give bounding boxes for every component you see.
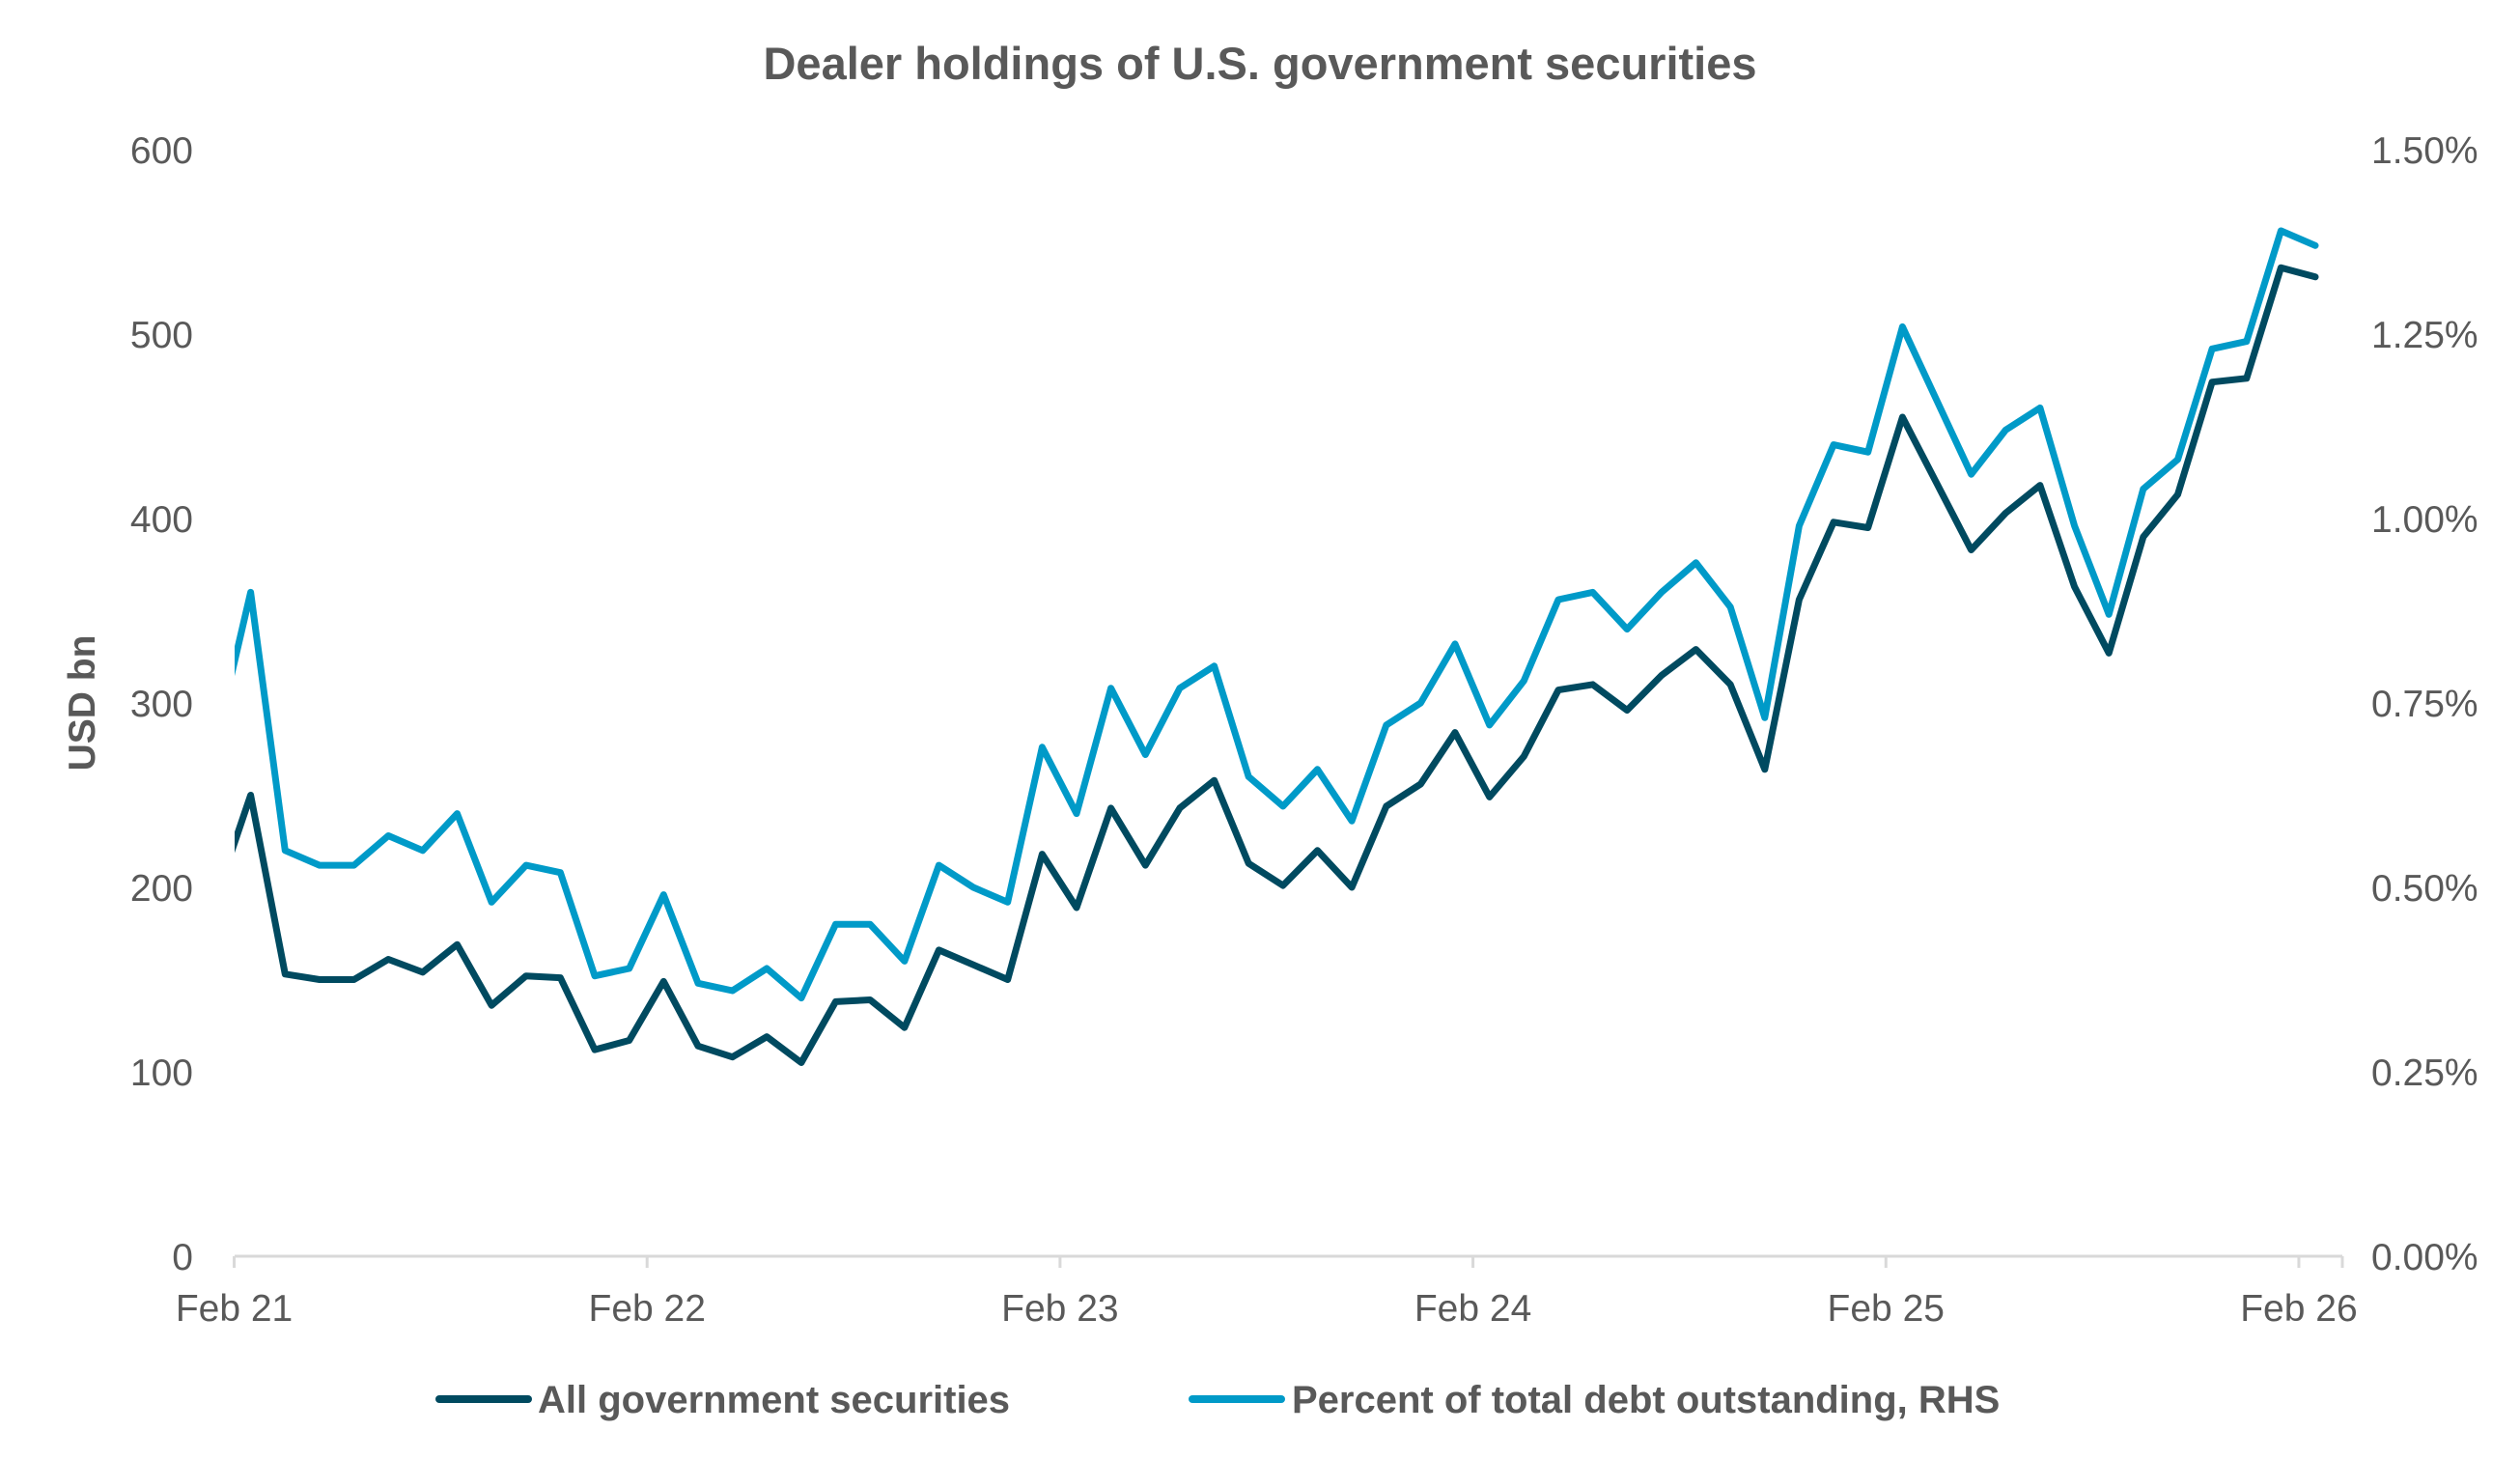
left-tick-label: 400 (130, 499, 193, 541)
right-tick-label: 0.50% (2371, 868, 2478, 910)
x-axis: Feb 21 Feb 22 Feb 23 Feb 24 Feb 25 Feb 26 (176, 1254, 2358, 1330)
left-tick-label: 200 (130, 868, 193, 910)
left-tick-label: 300 (130, 684, 193, 725)
right-tick-label: 1.25% (2371, 315, 2478, 356)
right-tick-label: 1.00% (2371, 499, 2478, 541)
legend: All government securities Percent of tota… (435, 1379, 2000, 1421)
left-tick-label: 500 (130, 315, 193, 356)
series-line-percent-of-total-debt (235, 227, 2319, 1002)
right-tick-label: 0.00% (2371, 1237, 2478, 1278)
x-tick-label: Feb 22 (589, 1288, 706, 1330)
right-axis-ticks: 0.00% 0.25% 0.50% 0.75% 1.00% 1.25% 1.50% (2371, 130, 2478, 1278)
x-tick-label: Feb 25 (1828, 1288, 1945, 1330)
right-tick-label: 0.25% (2371, 1052, 2478, 1094)
left-axis-ticks: 0 100 200 300 400 500 600 (130, 130, 193, 1278)
left-tick-label: 600 (130, 130, 193, 172)
x-tick-label: Feb 26 (2240, 1288, 2357, 1330)
right-tick-label: 0.75% (2371, 684, 2478, 725)
legend-label: Percent of total debt outstanding, RHS (1292, 1379, 2000, 1421)
series-line-all-government-securities (235, 264, 2319, 1066)
chart-title: Dealer holdings of U.S. government secur… (763, 38, 1756, 89)
right-tick-label: 1.50% (2371, 130, 2478, 172)
x-tick-label: Feb 21 (176, 1288, 293, 1330)
left-tick-label: 0 (172, 1237, 193, 1278)
y-axis-title: USD bn (62, 635, 103, 772)
legend-label: All government securities (538, 1379, 1010, 1421)
series-lines (235, 227, 2319, 1066)
x-tick-label: Feb 23 (1001, 1288, 1118, 1330)
left-tick-label: 100 (130, 1052, 193, 1094)
x-tick-label: Feb 24 (1414, 1288, 1531, 1330)
